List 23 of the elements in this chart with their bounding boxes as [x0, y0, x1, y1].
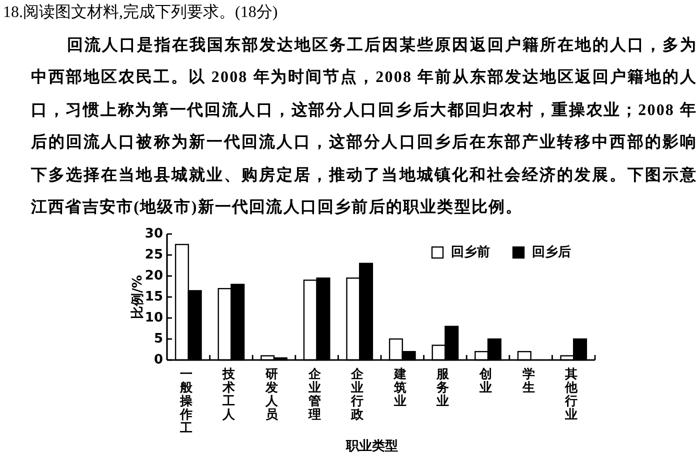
x-tick-label: 企业行政 — [350, 366, 366, 422]
x-tick-label: 服务业 — [436, 366, 451, 408]
x-tick-label: 其他行业 — [564, 366, 580, 422]
x-tick-label: 研发人员 — [264, 366, 280, 422]
x-tick-label: 学生 — [521, 366, 536, 394]
legend-label: 回乡后 — [532, 244, 571, 260]
text: 回流人口是指在我国东部发达地区务工后因某些原因返回户籍所在地的人口，多为中西部地区农民工。以 2008 年为时间节点，2008 年前从东部发达地区返回户籍地的人口，习惯上称为第一代回流人口，这部分人口回乡后大都回归农村，重操农业；2008 年后的回流人口被称为新一代回流人口，这部分人口回乡后在东部产业转移中西部的影响下多选择在当地县城就业、购房定居，推动了当地城镇化和社会经济的发展。下图示意江西省吉安市(地级市)新一代回流人口回乡前后的职业类型比例。 — [31, 35, 697, 218]
y-tick-label: 15 — [144, 290, 163, 304]
y-tick-label: 25 — [144, 248, 163, 262]
y-axis-title: 比例/% — [130, 275, 146, 319]
y-tick-label: 10 — [144, 310, 163, 326]
x-tick-label: 一般操作工 — [178, 366, 194, 435]
x-tick-label: 创业 — [478, 366, 492, 394]
x-tick-label: 企业管理 — [307, 366, 322, 422]
legend-label: 回乡前 — [451, 244, 490, 260]
x-tick-label: 技术工人 — [222, 366, 237, 422]
y-tick-label: 20 — [144, 268, 163, 284]
y-tick-label: 0 — [154, 352, 163, 368]
y-tick-label: 30 — [144, 226, 163, 242]
chart-title: 18.阅读图文材料,完成下列要求。(18分) — [3, 3, 278, 23]
y-tick-label: 5 — [154, 332, 163, 346]
x-tick-label: 建筑业 — [392, 366, 407, 408]
x-axis-title: 职业类型 — [345, 439, 398, 454]
